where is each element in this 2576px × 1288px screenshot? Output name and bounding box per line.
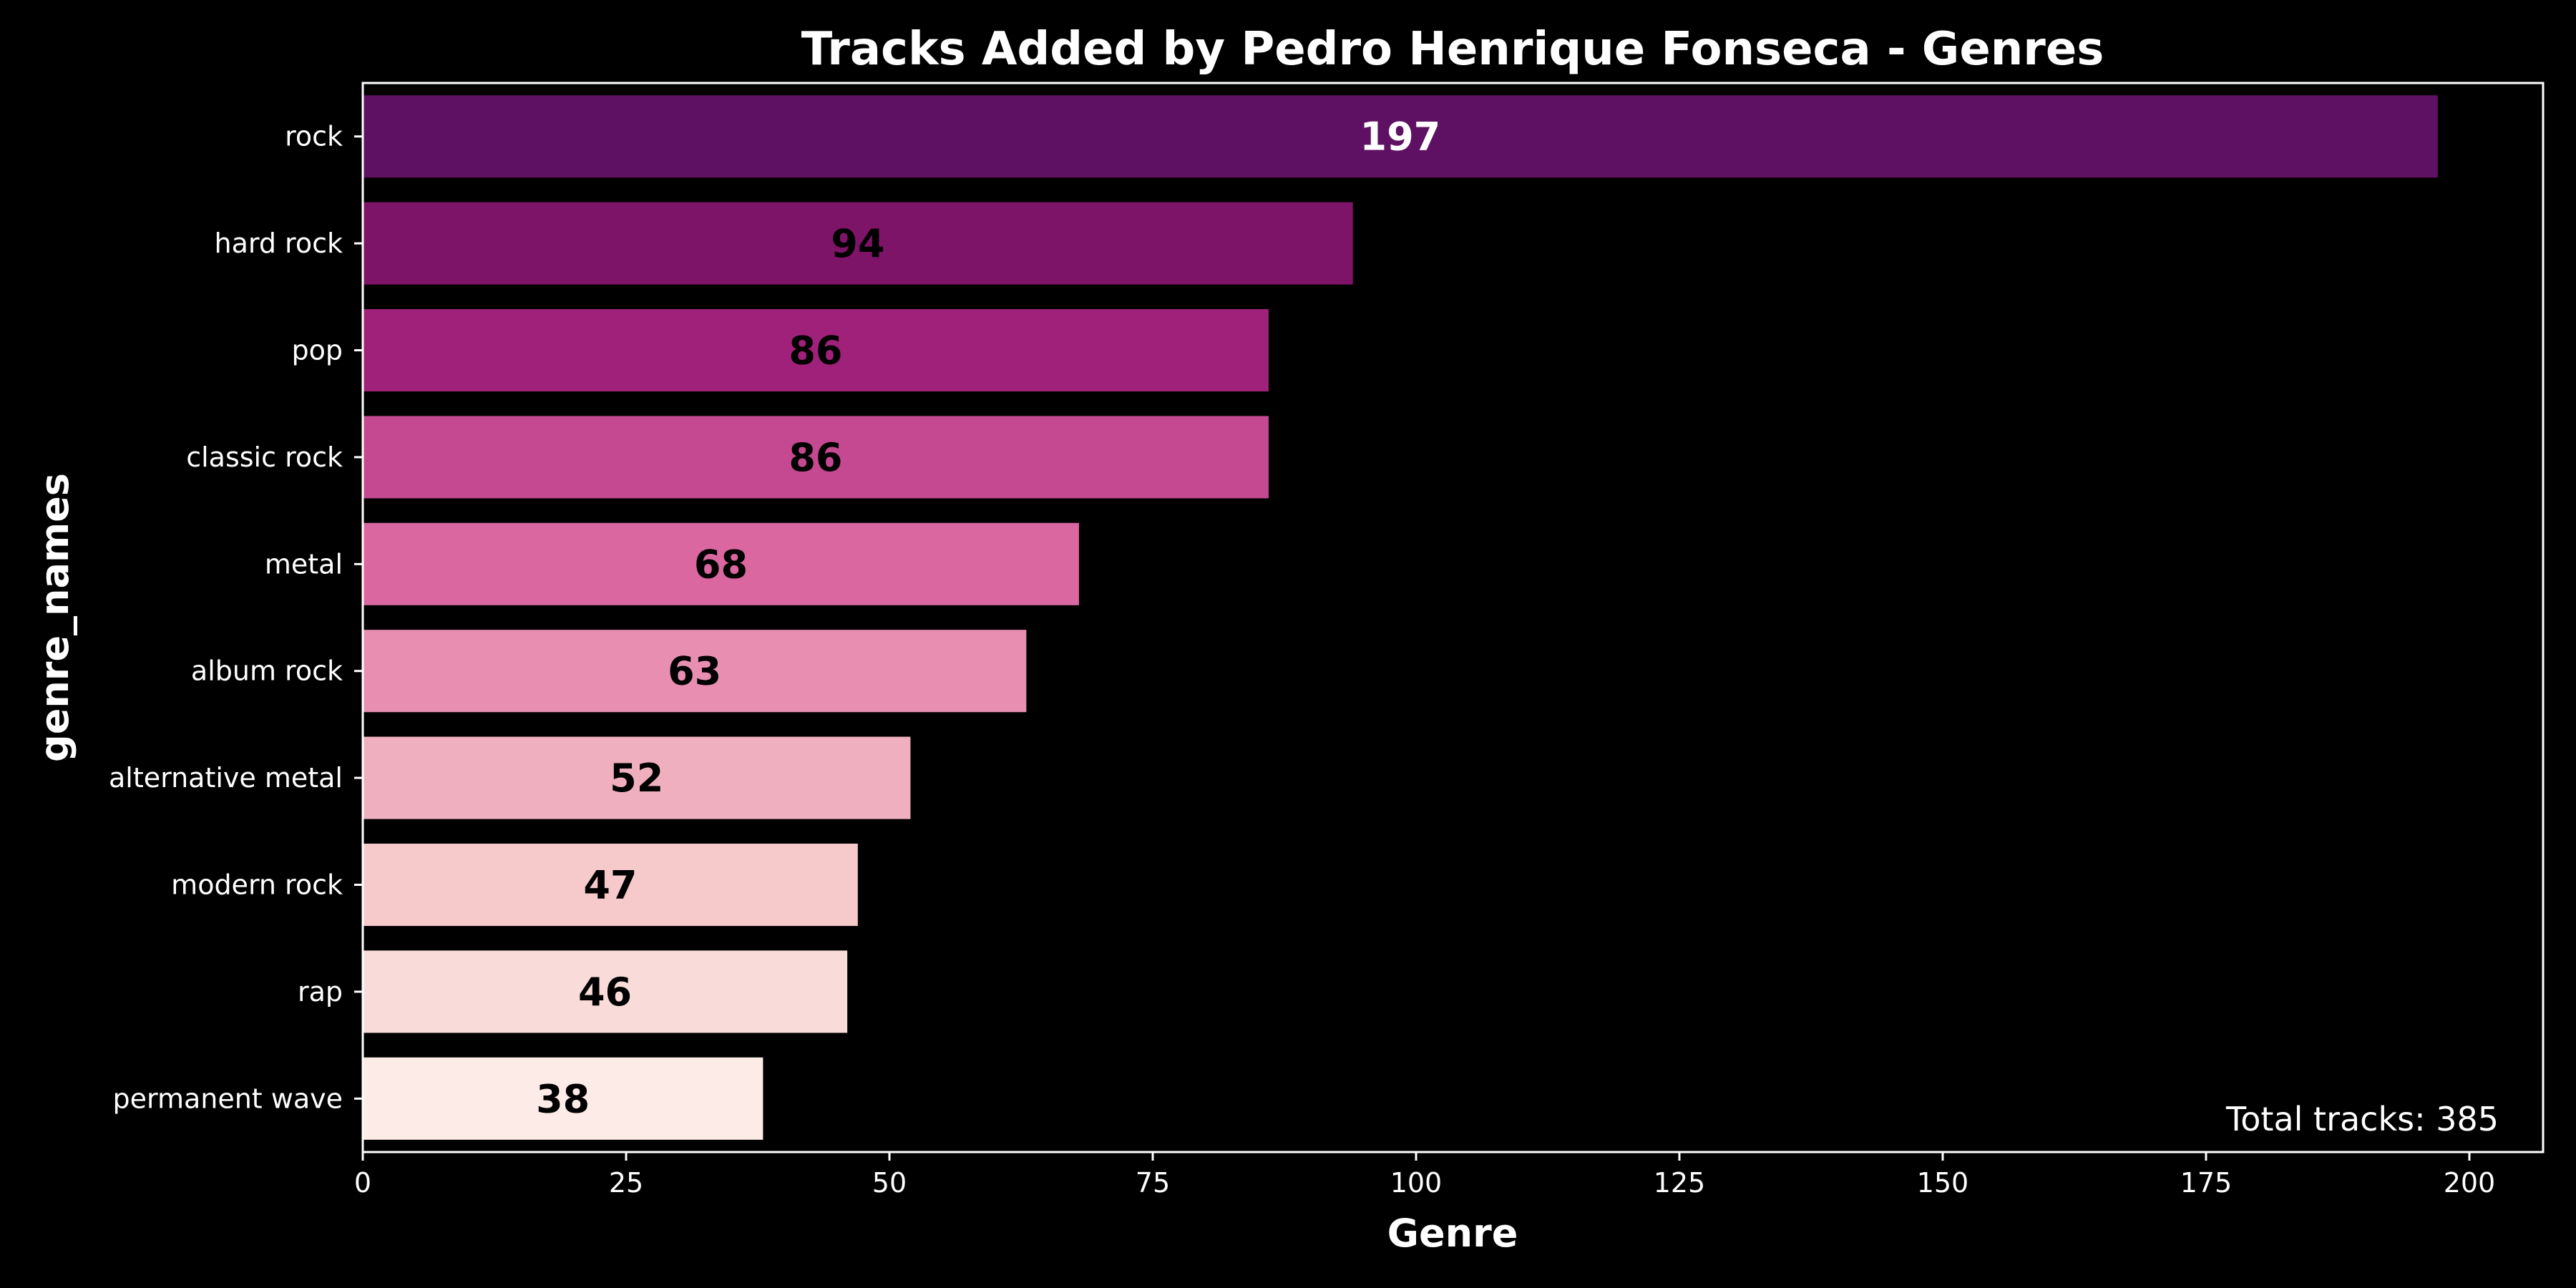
y-tick-label: classic rock xyxy=(186,441,343,473)
y-tick-label: pop xyxy=(292,335,343,366)
bar-album-rock xyxy=(363,630,1027,713)
y-tick-label: permanent wave xyxy=(112,1083,343,1114)
y-tick-label: album rock xyxy=(191,655,343,687)
bar-alternative-metal xyxy=(363,736,911,819)
plot-frame xyxy=(361,82,2545,1153)
bar-permanent-wave xyxy=(363,1057,763,1140)
x-tick-label: 75 xyxy=(1136,1167,1170,1199)
bar-labels-group: 197 94 86 86 68 63 52 47 46 38 xyxy=(536,114,1440,1122)
x-tick-label: 0 xyxy=(354,1167,371,1199)
x-tick-label: 150 xyxy=(1917,1167,1969,1199)
bar-hard-rock xyxy=(363,202,1353,285)
y-axis-label: genre_names xyxy=(32,473,77,762)
x-tick-label: 200 xyxy=(2444,1167,2496,1199)
bar-rap xyxy=(363,950,848,1033)
y-tick-label: rap xyxy=(298,976,343,1008)
bar-value-label: 52 xyxy=(610,756,663,801)
bars-group xyxy=(363,95,2438,1140)
x-tick-label: 100 xyxy=(1390,1167,1443,1199)
x-tick-label: 175 xyxy=(2180,1167,2233,1199)
bar-value-label: 68 xyxy=(694,542,748,587)
bar-value-label: 46 xyxy=(578,970,632,1015)
x-tick-label: 50 xyxy=(872,1167,907,1199)
x-axis-label: Genre xyxy=(1387,1211,1518,1256)
bar-value-label: 94 xyxy=(831,221,884,266)
bar-value-label: 63 xyxy=(668,649,721,694)
bar-rock xyxy=(363,95,2438,178)
x-axis-ticks: 0 25 50 75 100 125 150 175 200 xyxy=(354,1152,2495,1199)
total-tracks-annotation: Total tracks: 385 xyxy=(2225,1100,2499,1138)
bar-modern-rock xyxy=(363,843,858,927)
y-tick-label: rock xyxy=(285,121,343,152)
y-tick-label: modern rock xyxy=(171,869,343,901)
chart-title: Tracks Added by Pedro Henrique Fonseca -… xyxy=(801,23,2104,76)
y-tick-label: metal xyxy=(265,548,343,580)
bar-value-label: 197 xyxy=(1360,114,1441,160)
y-tick-label: alternative metal xyxy=(109,762,343,794)
bar-metal xyxy=(363,522,1079,605)
bar-value-label: 47 xyxy=(583,863,637,908)
bar-value-label: 38 xyxy=(536,1076,590,1121)
bar-value-label: 86 xyxy=(789,435,842,480)
y-tick-label: hard rock xyxy=(215,228,343,259)
bar-value-label: 86 xyxy=(789,328,842,374)
x-tick-label: 125 xyxy=(1654,1167,1706,1199)
y-axis-ticks: rock hard rock pop classic rock metal album r… xyxy=(109,121,363,1114)
x-tick-label: 25 xyxy=(609,1167,643,1199)
bar-classic-rock xyxy=(363,416,1269,499)
bar-pop xyxy=(363,308,1269,392)
